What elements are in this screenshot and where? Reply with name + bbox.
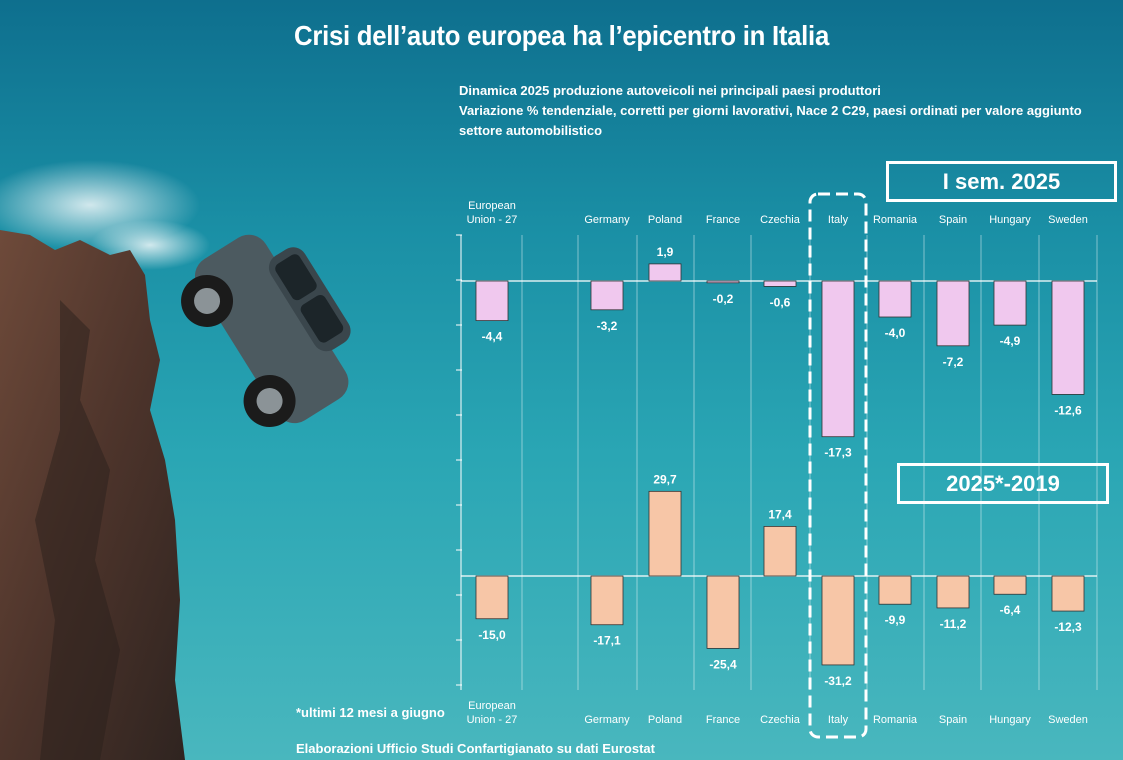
category-label-bottom: Germany — [584, 714, 630, 726]
category-label-bottom: European — [468, 700, 516, 712]
data-label-panel-2: -25,4 — [709, 657, 737, 671]
category-label-top: Italy — [828, 214, 849, 226]
data-label-panel-1: -4,9 — [1000, 334, 1021, 348]
bar-panel-1 — [936, 280, 970, 347]
category-label-top: Union - 27 — [467, 214, 518, 226]
bar-panel-2 — [878, 575, 912, 605]
bar-panel-2 — [706, 575, 740, 649]
bar-panel-2 — [1051, 575, 1085, 612]
data-label-panel-1: -7,2 — [943, 355, 964, 369]
bar-panel-1 — [763, 280, 797, 287]
category-label-bottom: Romania — [873, 714, 918, 726]
bar-panel-1 — [878, 280, 912, 318]
data-label-panel-2: -9,9 — [885, 613, 906, 627]
bar-panel-1 — [821, 280, 855, 438]
data-label-panel-2: -6,4 — [1000, 603, 1021, 617]
data-label-panel-2: -31,2 — [824, 674, 852, 688]
panel-1-title: I sem. 2025 — [886, 161, 1117, 202]
data-label-panel-1: -3,2 — [597, 319, 618, 333]
category-label-bottom: Italy — [828, 714, 849, 726]
category-label-bottom: Czechia — [760, 714, 801, 726]
bar-panel-2 — [590, 575, 624, 626]
data-label-panel-1: -17,3 — [824, 446, 852, 460]
category-label-top: Poland — [648, 214, 682, 226]
falling-car-illustration — [181, 234, 351, 428]
category-label-top: Germany — [584, 214, 630, 226]
bar-panel-2 — [993, 575, 1027, 595]
data-label-panel-1: -4,0 — [885, 326, 906, 340]
italy-highlight-box — [808, 192, 868, 739]
chart-title: Crisi dell’auto europea ha l’epicentro i… — [293, 20, 830, 51]
category-label-top: Sweden — [1048, 214, 1088, 226]
category-label-top: European — [468, 200, 516, 212]
category-label-bottom: Hungary — [989, 714, 1031, 726]
data-label-panel-1: 1,9 — [657, 245, 674, 259]
bar-panel-2 — [821, 575, 855, 666]
subtitle-line-1: Dinamica 2025 produzione autoveicoli nei… — [459, 83, 881, 98]
cliff-shadow — [35, 300, 120, 760]
bar-panel-2 — [648, 490, 682, 577]
category-label-bottom: Union - 27 — [467, 714, 518, 726]
bar-panel-2 — [936, 575, 970, 609]
data-label-panel-2: 17,4 — [768, 507, 792, 521]
data-label-panel-2: 29,7 — [653, 472, 677, 486]
data-label-panel-1: -0,6 — [770, 295, 791, 309]
category-label-top: Hungary — [989, 214, 1031, 226]
data-label-panel-2: -15,0 — [478, 628, 506, 642]
data-label-panel-2: -17,1 — [593, 634, 621, 648]
data-label-panel-2: -12,3 — [1054, 620, 1082, 634]
category-label-top: France — [706, 214, 740, 226]
bar-panel-2 — [475, 575, 509, 620]
data-label-panel-2: -11,2 — [940, 617, 967, 631]
category-label-top: Czechia — [760, 214, 801, 226]
category-label-bottom: Poland — [648, 714, 682, 726]
bar-panel-1 — [993, 280, 1027, 326]
category-label-bottom: Spain — [939, 714, 967, 726]
bar-panel-1 — [648, 263, 682, 282]
category-label-top: Romania — [873, 214, 918, 226]
subtitle-line-3: settore automobilistico — [459, 123, 603, 138]
bar-panel-1 — [706, 280, 740, 284]
footnote: *ultimi 12 mesi a giugno — [296, 705, 445, 720]
bar-panel-1 — [1051, 280, 1085, 395]
bar-panel-2 — [763, 526, 797, 577]
bar-panel-1 — [590, 280, 624, 311]
data-label-panel-1: -4,4 — [482, 330, 503, 344]
source-note: Elaborazioni Ufficio Studi Confartigiana… — [296, 741, 655, 756]
category-label-bottom: Sweden — [1048, 714, 1088, 726]
category-label-bottom: France — [706, 714, 740, 726]
data-label-panel-1: -0,2 — [713, 292, 734, 306]
bar-panel-1 — [475, 280, 509, 321]
data-label-panel-1: -12,6 — [1054, 403, 1082, 417]
category-label-top: Spain — [939, 214, 967, 226]
subtitle-line-2: Variazione % tendenziale, corretti per g… — [459, 103, 1082, 118]
panel-2-title: 2025*-2019 — [897, 463, 1109, 504]
